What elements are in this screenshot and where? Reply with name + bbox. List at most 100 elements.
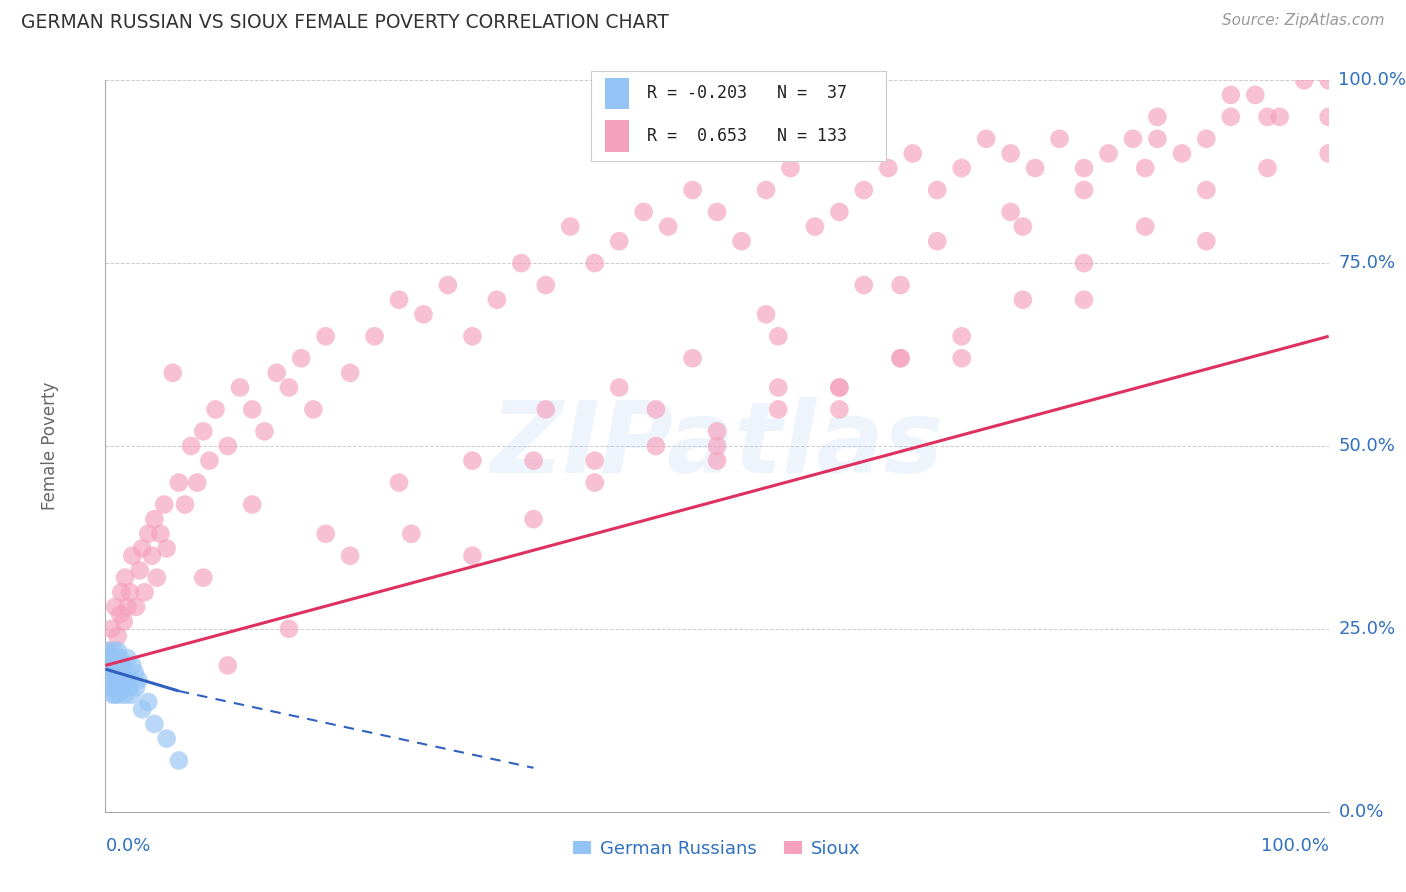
Point — [315, 526, 337, 541]
Text: 50.0%: 50.0% — [1339, 437, 1395, 455]
Point — [927, 234, 949, 248]
Point — [768, 380, 790, 394]
Point — [180, 439, 202, 453]
Point — [101, 688, 124, 702]
Point — [240, 402, 263, 417]
Point — [1219, 87, 1241, 102]
Point — [1317, 110, 1340, 124]
Point — [193, 425, 215, 439]
Point — [105, 681, 128, 695]
Point — [706, 453, 728, 467]
Point — [852, 183, 875, 197]
Point — [110, 681, 132, 695]
Point — [104, 665, 127, 680]
Point — [1195, 234, 1218, 248]
Point — [950, 161, 973, 175]
Point — [167, 475, 190, 490]
Point — [278, 622, 301, 636]
Point — [1195, 132, 1218, 146]
Point — [682, 183, 704, 197]
Text: 100.0%: 100.0% — [1261, 838, 1329, 855]
Point — [1195, 183, 1218, 197]
Point — [974, 132, 997, 146]
Point — [560, 219, 582, 234]
Point — [1000, 205, 1022, 219]
Point — [146, 571, 169, 585]
Point — [755, 183, 778, 197]
Point — [583, 453, 606, 467]
Point — [1256, 110, 1278, 124]
Point — [852, 278, 875, 293]
Point — [1073, 161, 1095, 175]
Point — [217, 658, 239, 673]
Point — [1097, 146, 1119, 161]
Point — [240, 498, 263, 512]
Point — [108, 665, 131, 680]
Point — [98, 644, 121, 658]
Text: Female Poverty: Female Poverty — [41, 382, 59, 510]
Point — [100, 681, 122, 695]
Point — [103, 658, 125, 673]
Point — [112, 673, 135, 687]
Point — [100, 622, 122, 636]
Point — [1146, 132, 1168, 146]
Point — [115, 665, 138, 680]
Point — [1219, 110, 1241, 124]
Point — [121, 658, 143, 673]
Point — [131, 702, 153, 716]
Point — [143, 512, 166, 526]
Point — [534, 278, 557, 293]
Point — [657, 219, 679, 234]
Point — [644, 439, 668, 453]
Point — [108, 651, 131, 665]
Point — [253, 425, 276, 439]
Point — [127, 673, 149, 687]
Point — [485, 293, 508, 307]
Point — [104, 599, 127, 614]
Point — [388, 475, 411, 490]
Point — [950, 329, 973, 343]
Point — [682, 351, 704, 366]
Point — [97, 644, 120, 658]
Point — [1256, 161, 1278, 175]
Point — [1268, 110, 1291, 124]
Point — [104, 688, 127, 702]
Text: 25.0%: 25.0% — [1339, 620, 1396, 638]
Point — [121, 549, 143, 563]
Point — [278, 380, 301, 394]
Point — [1317, 146, 1340, 161]
Point — [644, 402, 668, 417]
Point — [1011, 293, 1033, 307]
Point — [399, 526, 422, 541]
Point — [534, 402, 557, 417]
Point — [950, 351, 973, 366]
Point — [1171, 146, 1194, 161]
Point — [193, 571, 215, 585]
Point — [124, 665, 146, 680]
Point — [153, 498, 176, 512]
Point — [768, 329, 790, 343]
Point — [607, 380, 630, 394]
Point — [103, 644, 125, 658]
Point — [583, 256, 606, 270]
Text: ZIPatlas: ZIPatlas — [491, 398, 943, 494]
Point — [108, 688, 131, 702]
Point — [110, 585, 132, 599]
Point — [388, 293, 411, 307]
Point — [125, 599, 148, 614]
Point — [828, 380, 851, 394]
Point — [107, 644, 129, 658]
Text: R = -0.203   N =  37: R = -0.203 N = 37 — [647, 84, 846, 103]
Point — [112, 615, 135, 629]
Point — [583, 475, 606, 490]
Legend: German Russians, Sioux: German Russians, Sioux — [567, 832, 868, 865]
Text: GERMAN RUSSIAN VS SIOUX FEMALE POVERTY CORRELATION CHART: GERMAN RUSSIAN VS SIOUX FEMALE POVERTY C… — [21, 13, 669, 32]
Point — [217, 439, 239, 453]
Point — [108, 607, 131, 622]
Point — [103, 673, 125, 687]
Point — [1122, 132, 1144, 146]
Point — [315, 329, 337, 343]
Point — [706, 439, 728, 453]
Point — [768, 402, 790, 417]
Point — [461, 329, 484, 343]
